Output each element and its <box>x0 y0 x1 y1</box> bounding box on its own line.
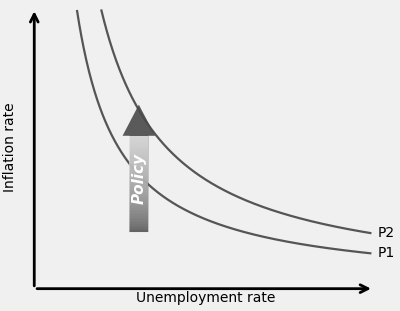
Text: Inflation rate: Inflation rate <box>3 102 17 192</box>
Polygon shape <box>130 152 148 153</box>
Polygon shape <box>130 182 148 184</box>
Polygon shape <box>130 214 148 216</box>
Polygon shape <box>130 190 148 192</box>
Polygon shape <box>130 171 148 173</box>
Polygon shape <box>130 139 148 141</box>
Polygon shape <box>130 144 148 146</box>
Polygon shape <box>130 174 148 176</box>
Polygon shape <box>130 192 148 193</box>
Polygon shape <box>130 147 148 149</box>
Polygon shape <box>130 229 148 230</box>
Polygon shape <box>130 178 148 179</box>
Polygon shape <box>130 153 148 155</box>
Polygon shape <box>130 227 148 229</box>
Polygon shape <box>130 163 148 165</box>
Polygon shape <box>130 136 148 137</box>
Polygon shape <box>130 160 148 161</box>
Polygon shape <box>130 207 148 208</box>
Polygon shape <box>130 230 148 232</box>
Polygon shape <box>130 137 148 139</box>
Polygon shape <box>130 155 148 157</box>
Polygon shape <box>130 205 148 207</box>
Polygon shape <box>122 104 155 232</box>
Polygon shape <box>130 169 148 171</box>
Polygon shape <box>130 173 148 174</box>
Polygon shape <box>130 166 148 168</box>
Polygon shape <box>130 211 148 213</box>
Polygon shape <box>130 193 148 195</box>
Polygon shape <box>130 165 148 166</box>
Polygon shape <box>130 225 148 227</box>
Polygon shape <box>130 150 148 152</box>
Polygon shape <box>130 179 148 181</box>
Polygon shape <box>130 187 148 189</box>
Polygon shape <box>130 186 148 187</box>
Polygon shape <box>130 197 148 198</box>
Polygon shape <box>130 213 148 214</box>
Polygon shape <box>130 149 148 150</box>
Polygon shape <box>130 157 148 158</box>
Polygon shape <box>130 203 148 205</box>
Polygon shape <box>130 216 148 218</box>
Polygon shape <box>130 200 148 202</box>
Polygon shape <box>130 218 148 219</box>
Polygon shape <box>130 224 148 225</box>
Polygon shape <box>130 189 148 190</box>
Polygon shape <box>130 158 148 160</box>
Polygon shape <box>130 176 148 178</box>
Text: P1: P1 <box>377 246 394 260</box>
Polygon shape <box>130 210 148 211</box>
Polygon shape <box>130 195 148 197</box>
Text: Policy: Policy <box>131 153 146 204</box>
Polygon shape <box>130 221 148 222</box>
Polygon shape <box>130 222 148 224</box>
X-axis label: Unemployment rate: Unemployment rate <box>136 291 276 305</box>
Polygon shape <box>130 208 148 210</box>
Polygon shape <box>130 198 148 200</box>
Polygon shape <box>130 141 148 142</box>
Polygon shape <box>130 142 148 144</box>
Polygon shape <box>130 161 148 163</box>
Text: P2: P2 <box>377 226 394 240</box>
Polygon shape <box>130 219 148 221</box>
Polygon shape <box>130 184 148 186</box>
Polygon shape <box>130 202 148 203</box>
Polygon shape <box>130 181 148 182</box>
Polygon shape <box>130 146 148 147</box>
Polygon shape <box>130 168 148 169</box>
